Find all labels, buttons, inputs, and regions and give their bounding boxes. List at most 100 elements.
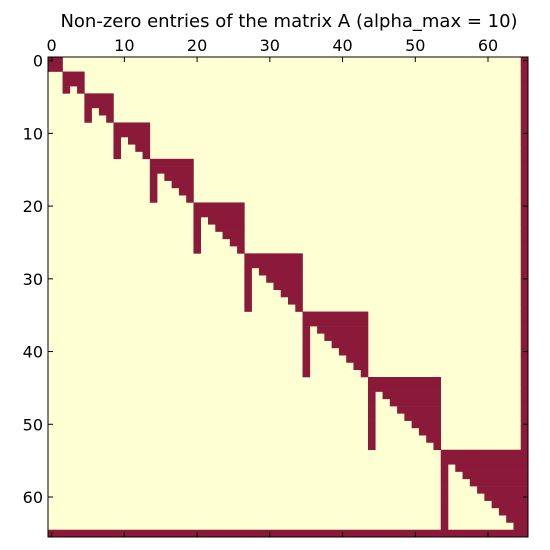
nonzero-run <box>418 427 442 436</box>
nonzero-run <box>302 362 311 371</box>
x-tick-label: 0 <box>47 36 57 55</box>
nonzero-run <box>520 115 529 123</box>
nonzero-run <box>382 391 442 400</box>
plot-frame <box>47 56 529 538</box>
x-tick-label: 50 <box>405 36 425 55</box>
nonzero-run <box>520 137 529 145</box>
nonzero-run <box>520 406 529 414</box>
nonzero-run <box>389 398 442 407</box>
axis-ticks: 0 10 20 30 40 50 60 0 10 20 30 40 50 60 <box>23 36 528 537</box>
nonzero-run <box>178 187 194 196</box>
nonzero-run <box>484 493 529 501</box>
nonzero-run <box>440 515 449 523</box>
nonzero-run <box>520 231 529 240</box>
nonzero-run <box>520 246 529 254</box>
nonzero-run <box>368 384 442 392</box>
nonzero-run <box>520 151 529 160</box>
nonzero-run <box>520 224 529 232</box>
nonzero-run <box>244 260 303 269</box>
nonzero-run <box>397 406 442 414</box>
nonzero-run <box>368 413 376 421</box>
nonzero-run <box>520 260 529 269</box>
nonzero-run <box>520 333 529 341</box>
nonzero-run <box>302 347 311 356</box>
nonzero-run <box>164 173 194 181</box>
nonzero-run <box>149 180 158 189</box>
nonzero-run <box>106 115 114 123</box>
nonzero-run <box>498 507 529 516</box>
nonzero-run <box>520 78 529 87</box>
nonzero-run <box>520 398 529 407</box>
nonzero-run <box>208 217 245 225</box>
nonzero-run <box>440 522 449 531</box>
nonzero-run <box>317 326 369 334</box>
y-tick-label: 50 <box>23 415 43 434</box>
y-tick-label: 40 <box>23 343 43 362</box>
y-tick-label: 10 <box>23 124 43 143</box>
nonzero-run <box>520 311 529 320</box>
nonzero-run <box>237 246 245 254</box>
nonzero-run <box>477 486 529 494</box>
nonzero-run <box>302 333 311 341</box>
nonzero-run <box>266 275 303 283</box>
nonzero-run <box>193 238 202 247</box>
nonzero-run <box>520 173 529 181</box>
nonzero-run <box>244 297 252 305</box>
nonzero-run <box>440 500 449 509</box>
x-tick-label: 30 <box>260 36 280 55</box>
nonzero-run <box>520 297 529 305</box>
nonzero-run <box>520 217 529 225</box>
nonzero-run <box>295 304 303 312</box>
nonzero-run <box>520 289 529 298</box>
nonzero-run <box>302 326 311 334</box>
nonzero-run <box>520 122 529 131</box>
nonzero-run <box>84 115 92 123</box>
nonzero-run <box>520 93 529 101</box>
nonzero-run <box>520 166 529 174</box>
nonzero-run <box>113 151 122 160</box>
nonzero-run <box>368 435 376 443</box>
nonzero-run <box>48 64 63 72</box>
nonzero-run <box>186 195 194 203</box>
nonzero-run <box>48 529 529 538</box>
nonzero-run <box>258 267 303 276</box>
y-tick-label: 20 <box>23 197 43 216</box>
nonzero-run <box>520 195 529 203</box>
nonzero-run <box>520 253 529 261</box>
nonzero-run <box>62 78 85 87</box>
nonzero-run <box>360 369 369 378</box>
nonzero-run <box>520 267 529 276</box>
nonzero-run <box>440 478 449 487</box>
nonzero-run <box>302 369 311 378</box>
nonzero-run <box>84 107 92 116</box>
nonzero-run <box>62 86 71 94</box>
nonzero-run <box>520 158 529 167</box>
nonzero-run <box>302 311 369 320</box>
nonzero-run <box>520 282 529 291</box>
nonzero-run <box>520 180 529 189</box>
nonzero-run <box>222 231 245 240</box>
nonzero-run <box>411 420 442 429</box>
nonzero-run <box>302 340 311 349</box>
nonzero-run <box>193 246 202 254</box>
nonzero-run <box>440 486 449 494</box>
nonzero-run <box>324 333 369 341</box>
nonzero-run <box>193 231 202 240</box>
nonzero-run <box>440 457 529 465</box>
nonzero-run <box>193 202 245 211</box>
nonzero-run <box>368 391 376 400</box>
nonzero-run <box>520 238 529 247</box>
nonzero-run <box>440 464 449 472</box>
x-tick-label: 60 <box>478 36 498 55</box>
nonzero-run <box>280 289 303 298</box>
nonzero-run <box>113 137 122 145</box>
nonzero-run <box>113 129 151 138</box>
nonzero-run <box>520 377 529 385</box>
nonzero-run <box>149 173 158 181</box>
nonzero-run <box>149 187 158 196</box>
nonzero-run <box>440 471 449 480</box>
nonzero-run <box>273 282 303 291</box>
nonzero-run <box>229 238 245 247</box>
nonzero-run <box>520 318 529 327</box>
nonzero-run <box>368 442 376 451</box>
